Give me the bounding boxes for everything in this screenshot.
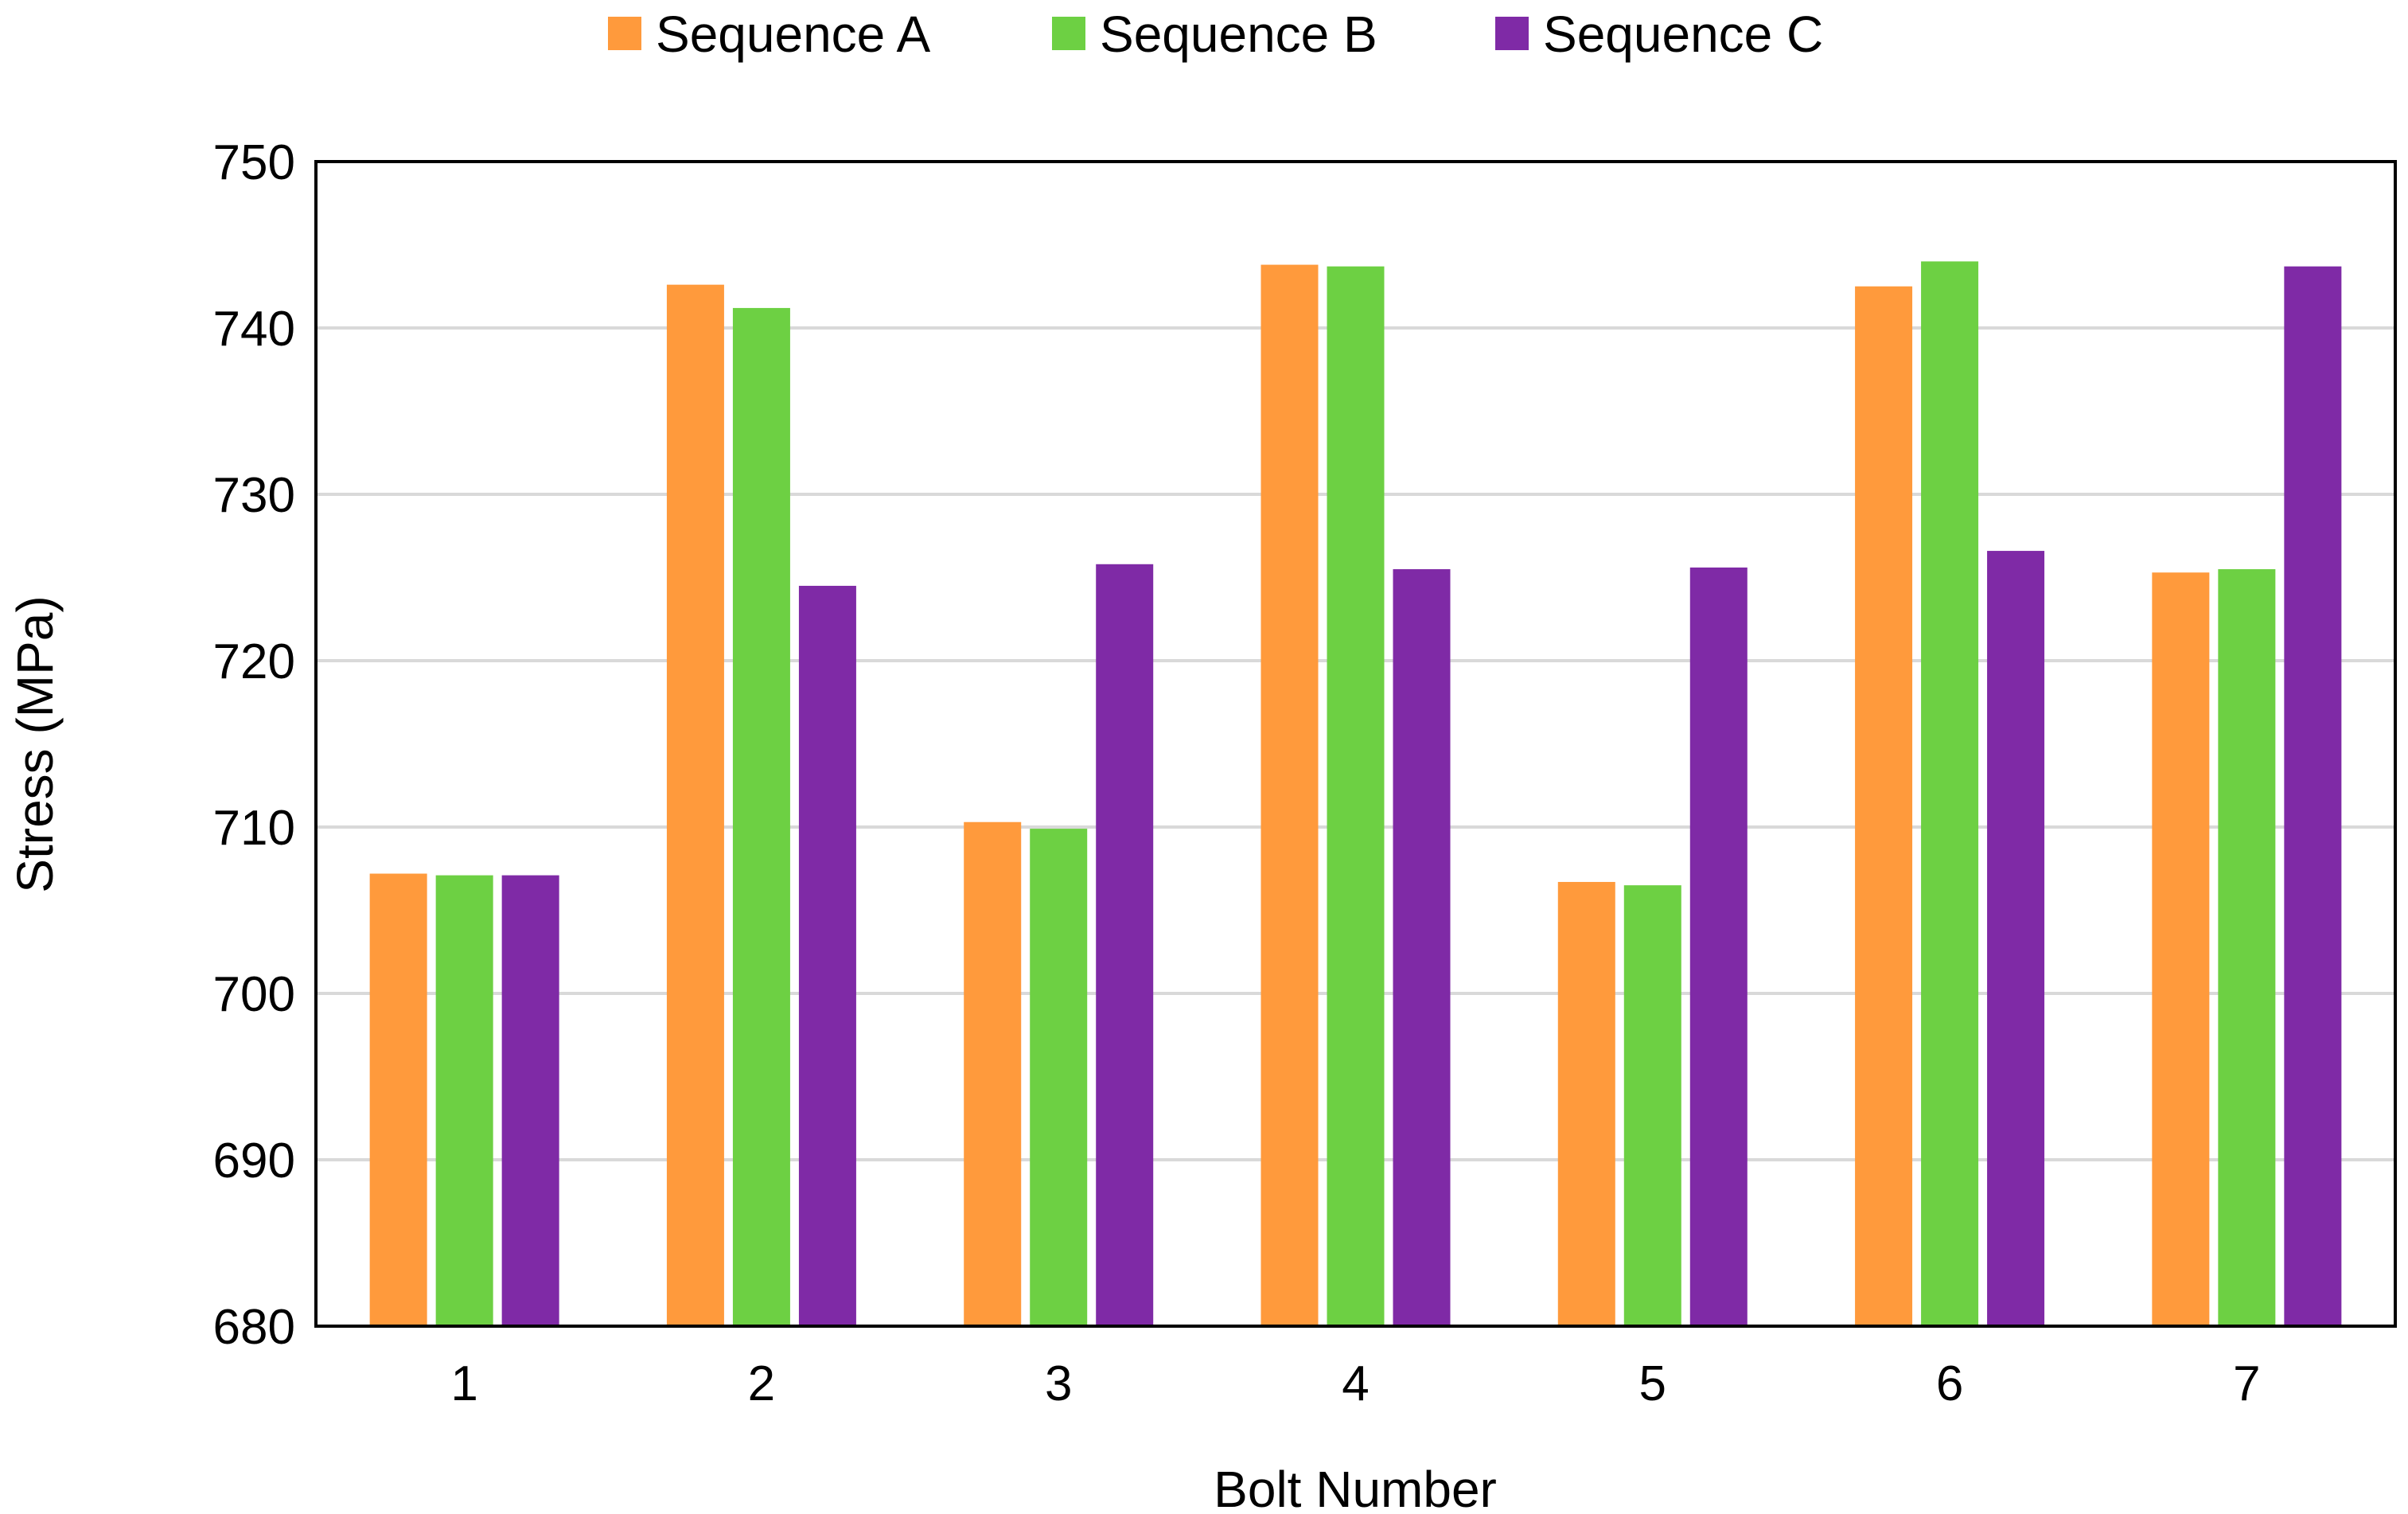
bar-sequence-b-bolt-4	[1327, 266, 1385, 1326]
bar-sequence-b-bolt-1	[435, 875, 493, 1326]
legend-label-sequence-c: Sequence C	[1543, 6, 1823, 63]
y-tick-label: 710	[213, 801, 295, 856]
x-axis-title: Bolt Number	[1214, 1461, 1497, 1514]
bar-sequence-c-bolt-3	[1096, 564, 1154, 1326]
y-tick-label: 720	[213, 634, 295, 689]
bar-sequence-a-bolt-7	[2152, 572, 2210, 1326]
x-tick-label: 7	[2233, 1356, 2260, 1411]
bar-sequence-b-bolt-7	[2218, 569, 2276, 1326]
y-tick-labels: 680 690 700 710 720 730 740 750	[213, 135, 295, 1355]
bar-sequence-a-bolt-6	[1855, 286, 1913, 1326]
bar-sequence-c-bolt-1	[501, 875, 559, 1326]
x-tick-label: 2	[748, 1356, 775, 1411]
y-tick-label: 690	[213, 1134, 295, 1188]
x-tick-label: 1	[450, 1356, 477, 1411]
x-tick-label: 5	[1639, 1356, 1666, 1411]
bar-sequence-c-bolt-4	[1393, 569, 1451, 1326]
bar-sequence-c-bolt-2	[798, 585, 856, 1326]
legend-swatch-sequence-a	[608, 17, 641, 50]
y-tick-label: 680	[213, 1300, 295, 1355]
bar-sequence-c-bolt-6	[1987, 551, 2045, 1326]
y-tick-label: 740	[213, 302, 295, 357]
legend-swatch-sequence-c	[1495, 17, 1529, 50]
x-tick-labels: 1 2 3 4 5 6 7	[450, 1356, 2260, 1411]
legend-swatch-sequence-b	[1052, 17, 1085, 50]
y-tick-label: 750	[213, 135, 295, 190]
plot-frame	[314, 160, 2397, 1328]
bar-sequence-a-bolt-1	[369, 873, 427, 1326]
bar-sequence-b-bolt-3	[1030, 829, 1088, 1326]
bar-sequence-a-bolt-2	[666, 284, 724, 1326]
bar-sequence-b-bolt-2	[732, 307, 790, 1326]
x-tick-label: 4	[1342, 1356, 1369, 1411]
legend-label-sequence-a: Sequence A	[656, 6, 931, 63]
x-tick-label: 3	[1045, 1356, 1072, 1411]
y-tick-label: 730	[213, 468, 295, 523]
bar-sequence-c-bolt-7	[2284, 266, 2342, 1326]
bar-sequence-b-bolt-6	[1921, 261, 1979, 1326]
x-tick-label: 6	[1936, 1356, 1963, 1411]
legend-label-sequence-b: Sequence B	[1100, 6, 1377, 63]
legend: Sequence A Sequence B Sequence C	[608, 6, 1823, 63]
y-tick-label: 700	[213, 967, 295, 1022]
bar-sequence-a-bolt-4	[1260, 264, 1319, 1327]
bar-sequence-a-bolt-3	[964, 821, 1022, 1326]
bar-sequence-c-bolt-5	[1689, 567, 1748, 1326]
y-axis-title: Stress (MPa)	[6, 595, 64, 892]
bars	[369, 261, 2342, 1327]
bar-sequence-b-bolt-5	[1623, 885, 1681, 1326]
bar-sequence-a-bolt-5	[1557, 881, 1615, 1326]
